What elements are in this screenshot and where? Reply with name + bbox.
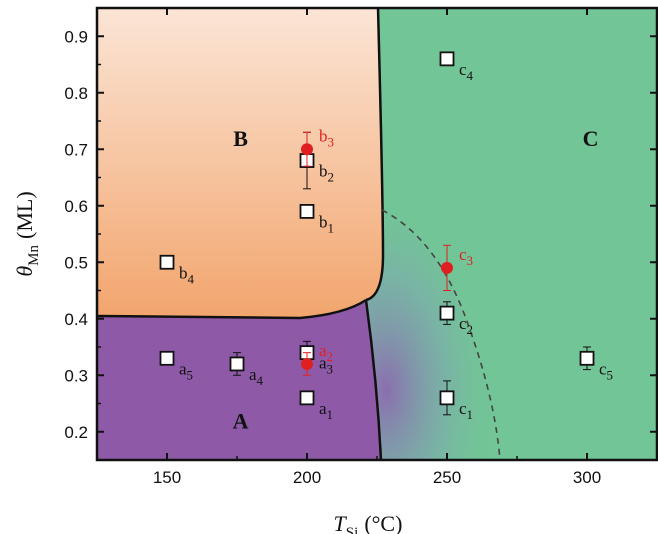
point-label-letter: b xyxy=(319,126,328,145)
y-axis-unit: (ML) xyxy=(12,191,37,239)
x-axis-sub: Si xyxy=(346,525,359,534)
point-label-letter: c xyxy=(599,359,607,378)
point-a4 xyxy=(229,356,245,372)
y-axis-symbol: θ xyxy=(12,266,37,277)
point-label-letter: a xyxy=(319,399,327,418)
point-b3 xyxy=(301,143,313,156)
boundary-a-b xyxy=(97,298,367,320)
point-label-sub: 1 xyxy=(467,407,474,422)
x-tick-label: 150 xyxy=(153,468,181,487)
point-a5 xyxy=(159,350,175,366)
point-label-letter: c xyxy=(459,60,467,79)
y-tick-label: 0.9 xyxy=(64,27,88,46)
boundary-dashed xyxy=(381,209,501,460)
point-label-letter: c xyxy=(459,245,467,264)
point-label-letter: c xyxy=(459,399,467,418)
x-axis-symbol: T xyxy=(334,511,348,534)
point-label-sub: 3 xyxy=(327,362,334,377)
y-tick-label: 0.5 xyxy=(64,253,88,272)
point-label-letter: a xyxy=(319,341,327,360)
region-labels: A B C xyxy=(233,126,599,434)
x-tick-label: 200 xyxy=(293,468,321,487)
axes: 150 200 250 300 0.2 0.3 0.4 0.5 0.6 0.7 0.8 0.9 xyxy=(64,7,658,487)
point-label-a5: a5 xyxy=(179,359,193,382)
point-c5 xyxy=(579,350,595,366)
point-a2 xyxy=(301,357,313,370)
y-tick-label: 0.8 xyxy=(64,84,88,103)
y-tick-label: 0.6 xyxy=(64,197,88,216)
y-axis-sub: Mn xyxy=(26,245,42,266)
point-label-b4: b4 xyxy=(179,263,195,286)
point-a1 xyxy=(299,390,315,406)
region-label-b: B xyxy=(233,126,248,151)
point-label-a2: a2 xyxy=(319,341,333,364)
boundary-a-c xyxy=(364,299,383,460)
point-label-sub: 1 xyxy=(327,407,334,422)
point-label-letter: b xyxy=(179,263,188,282)
point-c3 xyxy=(441,261,453,274)
point-label-letter: a xyxy=(249,365,257,384)
point-label-c1: c1 xyxy=(459,399,473,422)
point-c1 xyxy=(439,390,455,406)
point-label-a1: a1 xyxy=(319,399,333,422)
point-b1 xyxy=(299,203,315,219)
x-axis-label: TSi (°C) xyxy=(334,511,403,534)
region-label-a: A xyxy=(233,408,249,433)
point-label-sub: 5 xyxy=(607,367,614,382)
point-label-c5: c5 xyxy=(599,359,613,382)
region-label-c: C xyxy=(583,126,599,151)
point-label-c2: c2 xyxy=(459,314,473,337)
point-label-c4: c4 xyxy=(459,60,474,83)
boundary-b-c xyxy=(365,8,385,302)
point-label-sub: 3 xyxy=(328,134,335,149)
point-label-b3: b3 xyxy=(319,126,334,149)
point-label-sub: 4 xyxy=(467,68,474,83)
region-b-fill xyxy=(97,8,383,318)
point-c2 xyxy=(439,305,455,321)
point-label-a3: a3 xyxy=(319,354,333,377)
region-blend-fill xyxy=(366,210,500,460)
point-label-sub: 4 xyxy=(257,373,264,388)
y-tick-label: 0.7 xyxy=(64,140,88,159)
point-label-sub: 4 xyxy=(188,271,195,286)
point-label-b1: b1 xyxy=(319,212,334,235)
y-tick-label: 0.2 xyxy=(64,423,88,442)
point-label-sub: 5 xyxy=(187,367,194,382)
point-b4 xyxy=(159,254,175,270)
x-tick-label: 300 xyxy=(573,468,601,487)
point-label-letter: b xyxy=(319,162,328,181)
point-label-sub: 2 xyxy=(467,322,474,337)
point-label-sub: 1 xyxy=(328,220,335,235)
point-label-sub: 3 xyxy=(467,253,474,268)
point-c4 xyxy=(439,51,455,67)
point-label-sub: 2 xyxy=(328,170,335,185)
point-label-a4: a4 xyxy=(249,365,264,388)
point-label-letter: c xyxy=(459,314,467,333)
y-tick-label: 0.3 xyxy=(64,366,88,385)
point-label-b2: b2 xyxy=(319,162,334,185)
point-label-c3: c3 xyxy=(459,245,473,268)
y-tick-label: 0.4 xyxy=(64,310,88,329)
x-axis-unit: (°C) xyxy=(364,511,402,534)
point-label-sub: 2 xyxy=(327,349,334,364)
y-axis-label: θMn (ML) xyxy=(12,191,42,276)
region-a-fill xyxy=(97,300,381,460)
point-label-letter: b xyxy=(319,212,328,231)
x-tick-label: 250 xyxy=(433,468,461,487)
point-label-letter: a xyxy=(319,354,327,373)
point-label-letter: a xyxy=(179,359,187,378)
